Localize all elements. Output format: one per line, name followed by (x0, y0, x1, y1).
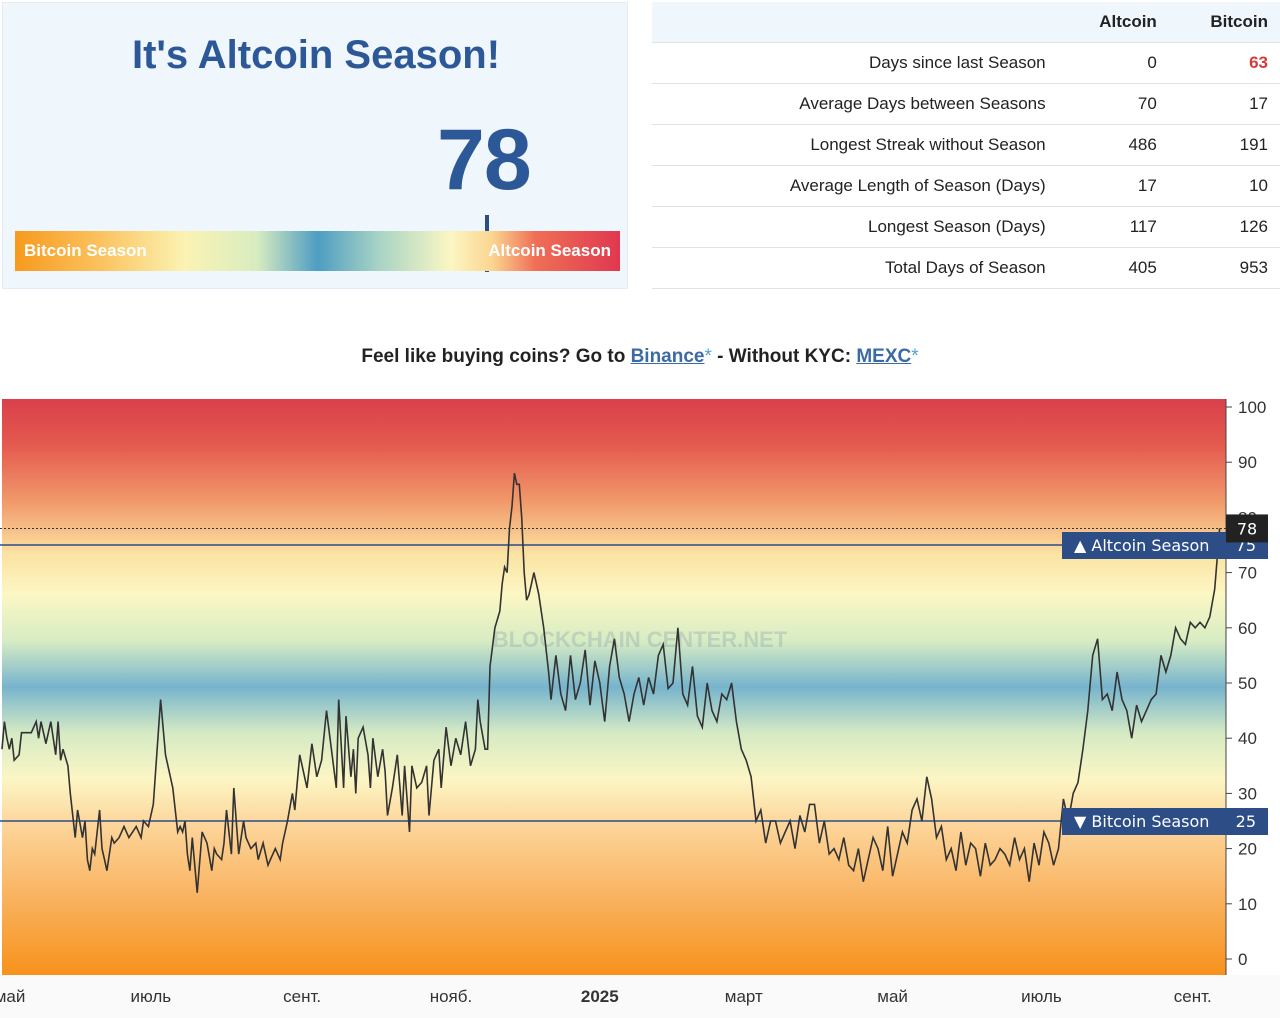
y-tick-label: 90 (1238, 453, 1257, 472)
current-value-label: 78 (1237, 519, 1257, 538)
stats-altcoin-value: 117 (1057, 205, 1169, 247)
x-tick-label: сент. (1174, 987, 1212, 1006)
y-tick-label: 20 (1238, 840, 1257, 859)
promo-line: Feel like buying coins? Go to Binance* -… (0, 346, 1280, 368)
stats-header-metric (652, 2, 1058, 42)
stats-metric: Longest Streak without Season (652, 123, 1058, 165)
season-gradient-bar: Bitcoin Season Altcoin Season (15, 231, 620, 271)
x-tick-label: сент. (283, 987, 321, 1006)
promo-kyc-text: - Without KYC: (711, 346, 857, 367)
series-line-altcoin-index (1, 473, 1221, 893)
y-tick-label: 10 (1238, 895, 1257, 914)
binance-asterisk: * (704, 346, 712, 367)
promo-text: Feel like buying coins? Go to (361, 346, 631, 367)
y-tick-label: 40 (1238, 729, 1257, 748)
x-tick-label: май (0, 987, 25, 1006)
stats-bitcoin-value: 10 (1168, 164, 1280, 206)
x-tick-label: июль (1021, 987, 1062, 1006)
threshold-badge-label: ▲ Altcoin Season (1074, 536, 1209, 555)
x-axis-ticks: май июль сент. нояб. 2025 март май июль сент. (0, 987, 1212, 1006)
stats-metric: Average Days between Seasons (652, 82, 1058, 124)
stats-bitcoin-value: 191 (1168, 123, 1280, 165)
x-tick-label: март (725, 987, 763, 1006)
chart-background (2, 399, 1226, 975)
y-axis-ticks: 0102030405060708090100 (1226, 398, 1266, 969)
stats-bitcoin-value: 17 (1168, 82, 1280, 124)
bitcoin-season-label: Bitcoin Season (24, 241, 147, 260)
y-tick-label: 30 (1238, 784, 1257, 803)
threshold-badge (1062, 808, 1268, 835)
altcoin-season-panel: It's Altcoin Season! 78 Bitcoin Season A… (2, 2, 628, 289)
x-tick-label: нояб. (430, 987, 473, 1006)
current-value-badge (1226, 514, 1268, 543)
stats-body: Days since last Season 0 63 Average Days be… (652, 41, 1280, 289)
stats-altcoin-value: 70 (1057, 82, 1169, 124)
threshold-badge-label: ▼ Bitcoin Season (1074, 812, 1209, 831)
x-axis-band (0, 975, 1280, 1018)
stats-metric: Average Length of Season (Days) (652, 164, 1058, 206)
stats-altcoin-value: 0 (1057, 41, 1169, 83)
binance-link[interactable]: Binance (630, 346, 705, 367)
stats-altcoin-value: 486 (1057, 123, 1169, 165)
stats-bitcoin-value: 126 (1168, 205, 1280, 247)
stats-row: Longest Season (Days) 117 126 (652, 205, 1280, 247)
x-tick-label: июль (131, 987, 172, 1006)
x-tick-label: 2025 (581, 987, 619, 1006)
altcoin-season-label: Altcoin Season (488, 241, 611, 260)
page-title: It's Altcoin Season! (131, 33, 501, 77)
season-stats-table: Altcoin Bitcoin Days since last Season 0 6… (652, 2, 1280, 289)
stats-header-bitcoin: Bitcoin (1168, 2, 1280, 42)
stats-row: Longest Streak without Season 486 191 (652, 123, 1280, 165)
stats-header-row: Altcoin Bitcoin (652, 2, 1280, 42)
mexc-asterisk: * (911, 346, 919, 367)
y-tick-label: 70 (1238, 564, 1257, 583)
stats-bitcoin-value: 953 (1168, 246, 1280, 289)
index-value: 78 (437, 112, 532, 208)
stats-metric: Total Days of Season (652, 246, 1058, 289)
x-tick-label: май (877, 987, 908, 1006)
stats-row: Average Length of Season (Days) 17 10 (652, 164, 1280, 206)
y-tick-label: 0 (1238, 950, 1247, 969)
y-tick-label: 100 (1238, 398, 1266, 417)
threshold-lines (0, 544, 1226, 822)
stats-metric: Longest Season (Days) (652, 205, 1058, 247)
stats-altcoin-value: 17 (1057, 164, 1169, 206)
threshold-badge-value: 25 (1236, 812, 1256, 831)
stats-metric: Days since last Season (652, 41, 1058, 83)
mexc-link[interactable]: MEXC (856, 346, 912, 367)
watermark: BLOCKCHAIN CENTER.NET (493, 627, 788, 652)
y-tick-label: 60 (1238, 619, 1257, 638)
stats-row: Days since last Season 0 63 (652, 41, 1280, 83)
y-tick-label: 50 (1238, 674, 1257, 693)
stats-row: Average Days between Seasons 70 17 (652, 82, 1280, 124)
stats-row: Total Days of Season 405 953 (652, 246, 1280, 289)
stats-header-altcoin: Altcoin (1057, 2, 1169, 42)
stats-altcoin-value: 405 (1057, 246, 1169, 289)
stats-bitcoin-value: 63 (1168, 41, 1280, 83)
altcoin-index-chart: BLOCKCHAIN CENTER.NET 010203040506070809… (0, 398, 1280, 1018)
